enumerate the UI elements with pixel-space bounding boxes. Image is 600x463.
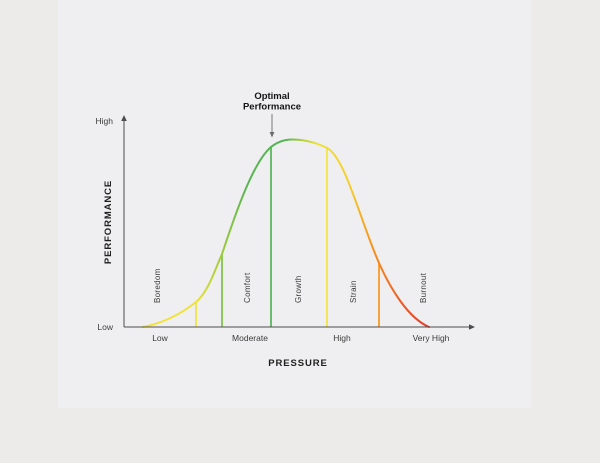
annotation-optimal-line2: Performance	[243, 102, 301, 113]
y-axis-title: PERFORMANCE	[103, 180, 114, 264]
y-axis-label-low: Low	[97, 322, 113, 332]
x-tick-high: High	[333, 333, 351, 343]
x-axis-arrowhead-icon	[469, 324, 475, 330]
x-tick-low: Low	[152, 333, 168, 343]
performance-curve	[142, 138, 430, 328]
zone-label-burnout: Burnout	[419, 272, 428, 303]
x-axis-title: PRESSURE	[268, 358, 327, 369]
y-axis-label-high: High	[96, 116, 114, 126]
zone-label-boredom: Boredom	[153, 268, 162, 303]
x-tick-very-high: Very High	[413, 333, 450, 343]
zone-label-comfort: Comfort	[243, 272, 252, 303]
annotation-optimal-line1: Optimal	[254, 91, 289, 102]
chart-card	[58, 0, 531, 408]
x-tick-moderate: Moderate	[232, 333, 268, 343]
zone-label-strain: Strain	[349, 280, 358, 303]
zone-label-growth: Growth	[294, 275, 303, 303]
y-axis-arrowhead-icon	[121, 115, 127, 121]
annotation-arrowhead-icon	[269, 132, 275, 138]
